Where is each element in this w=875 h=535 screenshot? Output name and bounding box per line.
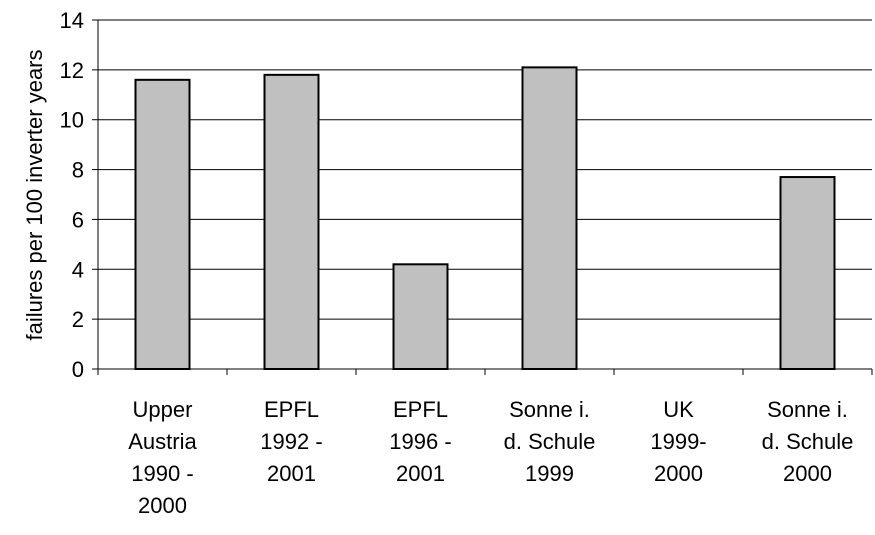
bar xyxy=(392,263,449,370)
x-category-label-line: Sonne i. xyxy=(509,397,590,422)
y-tick-label: 12 xyxy=(60,58,84,83)
bars xyxy=(134,66,836,370)
y-tick-label: 10 xyxy=(60,108,84,133)
x-category-label: EPFL 1992 - 2001 xyxy=(260,397,322,486)
bar xyxy=(521,66,578,370)
axes xyxy=(97,20,873,375)
bar xyxy=(263,73,320,370)
x-category-label: EPFL 1996 - 2001 xyxy=(389,397,451,486)
x-category-label-line: Sonne i. xyxy=(767,397,848,422)
y-axis-title: failures per 100 inverter years xyxy=(22,49,47,340)
x-category-label: Sonne i. d. Schule 2000 xyxy=(762,397,854,486)
x-category-label-line: UK xyxy=(663,397,694,422)
y-tick-label: 6 xyxy=(72,207,84,232)
x-category-label-line: 1990 - xyxy=(131,461,193,486)
bar xyxy=(779,176,836,370)
x-category-label-line: 1999 xyxy=(525,461,574,486)
x-category-label-line: 2000 xyxy=(783,461,832,486)
x-category-label-line: 2001 xyxy=(396,461,445,486)
x-category-label-line: 2001 xyxy=(267,461,316,486)
y-tick-label: 14 xyxy=(60,8,84,33)
x-category-label-line: 1992 - xyxy=(260,429,322,454)
x-category-label-line: EPFL xyxy=(264,397,319,422)
x-category-label: UK 1999- 2000 xyxy=(650,397,706,486)
y-tick-label: 2 xyxy=(72,307,84,332)
y-tick-label: 4 xyxy=(72,257,84,282)
bar xyxy=(134,78,191,370)
x-category-label-line: 2000 xyxy=(654,461,703,486)
x-category-label-line: 1999- xyxy=(650,429,706,454)
x-category-label: Sonne i. d. Schule 1999 xyxy=(504,397,596,486)
x-category-label-line: 1996 - xyxy=(389,429,451,454)
y-tick-label: 0 xyxy=(72,357,84,382)
x-category-label-line: Upper xyxy=(133,397,193,422)
x-category-label-line: d. Schule xyxy=(762,429,854,454)
x-category-label-line: d. Schule xyxy=(504,429,596,454)
x-category-label-line: Austria xyxy=(128,429,197,454)
x-category-label-line: EPFL xyxy=(393,397,448,422)
y-tick-label: 8 xyxy=(72,158,84,183)
x-category-label-line: 2000 xyxy=(138,493,187,518)
x-category-label: Upper Austria 1990 - 2000 xyxy=(128,397,197,518)
gridlines xyxy=(98,19,872,320)
y-axis-ticks: 0 2 4 6 8 10 12 14 xyxy=(60,8,98,382)
